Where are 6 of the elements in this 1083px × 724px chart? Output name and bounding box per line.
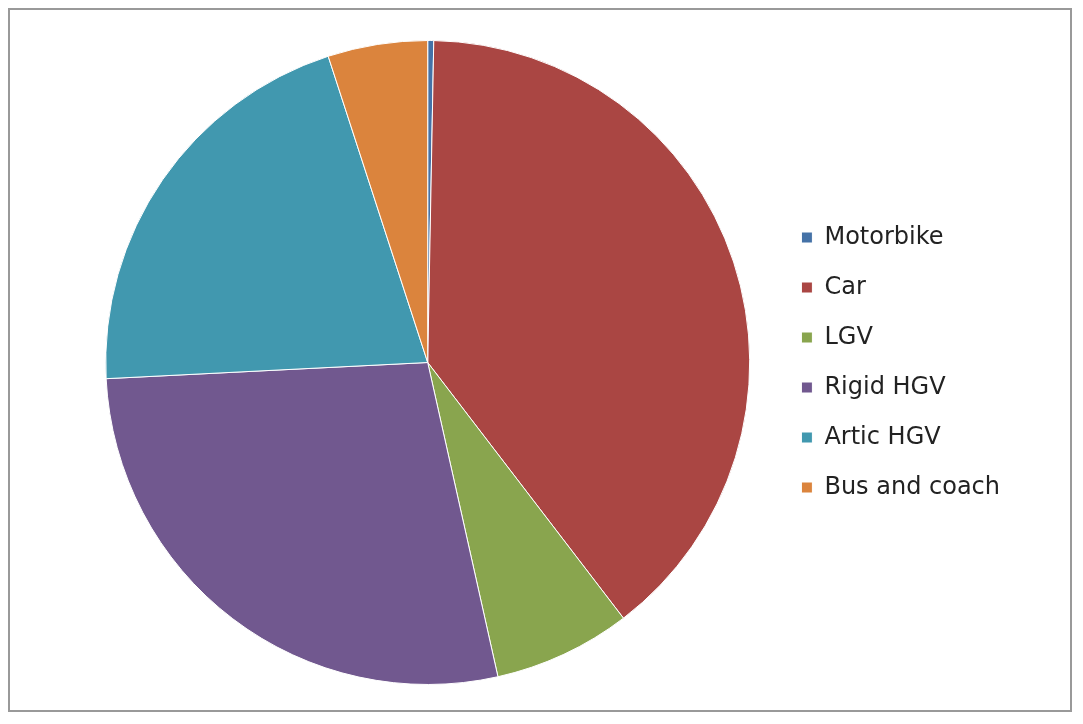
- legend-label: Car: [824, 271, 866, 300]
- legend-label: Bus and coach: [824, 471, 1001, 500]
- legend-label: Rigid HGV: [824, 371, 947, 400]
- legend-label: Motorbike: [824, 221, 944, 250]
- legend-label: Artic HGV: [824, 421, 942, 450]
- legend-label: LGV: [824, 321, 874, 350]
